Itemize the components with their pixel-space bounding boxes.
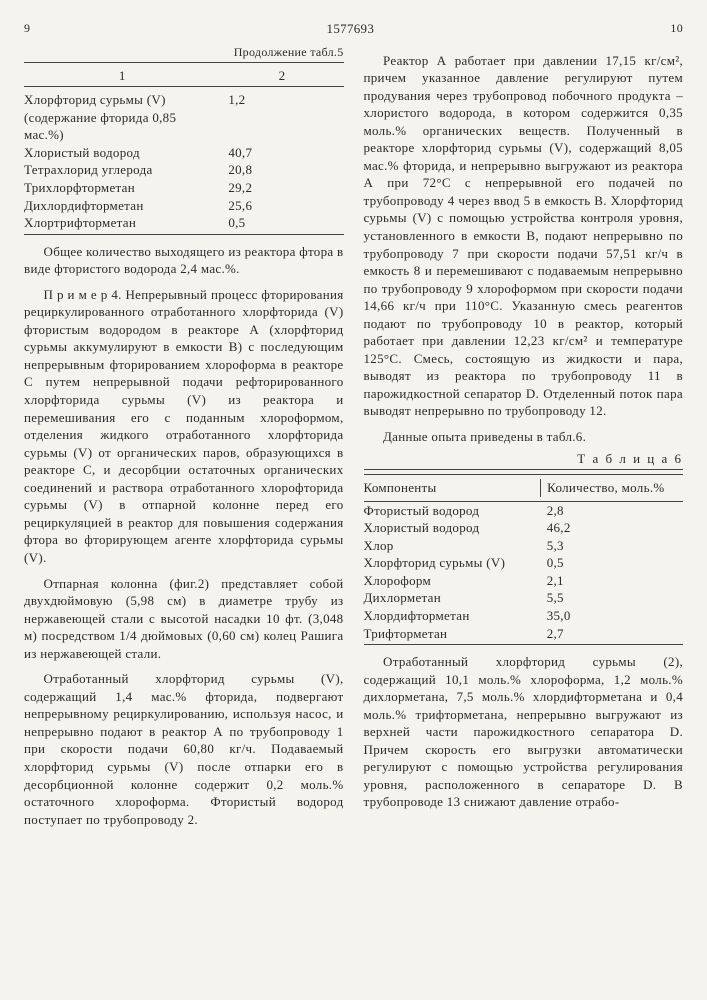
table5-colnums: 1 2 xyxy=(24,67,344,85)
cell-label: Трихлорфторметан xyxy=(24,179,208,197)
cell-label: Хлортрифторметан xyxy=(24,214,208,232)
cell-value: 2,8 xyxy=(541,502,683,520)
cell-value: 5,3 xyxy=(541,537,683,555)
table-row: Хлорфторид сурьмы (V) (содержание фторид… xyxy=(24,91,344,144)
table6-head-1: Компоненты xyxy=(364,479,541,497)
left-para-4: Отработанный хлорфторид сурьмы (V), соде… xyxy=(24,670,344,828)
cell-value: 40,7 xyxy=(208,144,343,162)
cell-value: 2,1 xyxy=(541,572,683,590)
cell-label: Тетрахлорид углерода xyxy=(24,161,208,179)
cell-value: 0,5 xyxy=(208,214,343,232)
col-num-1: 1 xyxy=(24,67,221,85)
right-column: Реактор А работает при давлении 17,15 кг… xyxy=(364,44,684,837)
doc-number: 1577693 xyxy=(30,20,670,38)
page-columns: Продолжение табл.5 1 2 Хлорфторид сурьмы… xyxy=(24,44,683,837)
table-rule xyxy=(24,234,344,235)
table6-title: Т а б л и ц а 6 xyxy=(364,450,684,468)
header-row: 9 1577693 10 xyxy=(24,20,683,38)
col-num-2: 2 xyxy=(221,67,344,85)
cell-value: 0,5 xyxy=(541,554,683,572)
cell-value: 25,6 xyxy=(208,197,343,215)
cell-value: 1,2 xyxy=(208,91,343,144)
cell-label: Хлорфторид сурьмы (V) xyxy=(364,554,541,572)
table5-body: Хлорфторид сурьмы (V) (содержание фторид… xyxy=(24,91,344,231)
table-row: Хлор5,3 xyxy=(364,537,684,555)
table6-head-2: Количество, моль.% xyxy=(540,479,683,497)
table-row: Хлористый водород 40,7 xyxy=(24,144,344,162)
cell-value: 5,5 xyxy=(541,589,683,607)
table-row: Трихлорфторметан 29,2 xyxy=(24,179,344,197)
table-row: Дихлордифторметан 25,6 xyxy=(24,197,344,215)
cell-value: 2,7 xyxy=(541,625,683,643)
table-row: Хлорфторид сурьмы (V)0,5 xyxy=(364,554,684,572)
cell-label: Хлористый водород xyxy=(364,519,541,537)
table-rule xyxy=(364,469,684,470)
table-row: Хлористый водород46,2 xyxy=(364,519,684,537)
table6-body: Фтористый водород2,8 Хлористый водород46… xyxy=(364,502,684,642)
table-row: Фтористый водород2,8 xyxy=(364,502,684,520)
table-rule xyxy=(24,62,344,63)
table-row: Хлортрифторметан 0,5 xyxy=(24,214,344,232)
cell-value: 35,0 xyxy=(541,607,683,625)
left-para-2: П р и м е р 4. Непрерывный процесс фтори… xyxy=(24,286,344,567)
cell-label: Хлористый водород xyxy=(24,144,208,162)
left-para-1: Общее количество выходящего из реактора … xyxy=(24,243,344,278)
table-row: Дихлорметан5,5 xyxy=(364,589,684,607)
left-column: Продолжение табл.5 1 2 Хлорфторид сурьмы… xyxy=(24,44,344,837)
cell-value: 20,8 xyxy=(208,161,343,179)
cell-value: 29,2 xyxy=(208,179,343,197)
table-row: Хлордифторметан35,0 xyxy=(364,607,684,625)
table-row: Тетрахлорид углерода 20,8 xyxy=(24,161,344,179)
right-para-3: Отработанный хлорфторид сурьмы (2), соде… xyxy=(364,653,684,811)
cell-label: Трифторметан xyxy=(364,625,541,643)
cell-label: Хлор xyxy=(364,537,541,555)
cell-label: Хлорфторид сурьмы (V) (содержание фторид… xyxy=(24,91,208,144)
table-row: Хлороформ2,1 xyxy=(364,572,684,590)
right-para-1: Реактор А работает при давлении 17,15 кг… xyxy=(364,52,684,420)
page-num-right: 10 xyxy=(670,20,683,38)
cell-label: Хлордифторметан xyxy=(364,607,541,625)
table-row: Трифторметан2,7 xyxy=(364,625,684,643)
table6-header: Компоненты Количество, моль.% xyxy=(364,474,684,502)
cell-label: Фтористый водород xyxy=(364,502,541,520)
left-para-3: Отпарная колонна (фиг.2) представляет со… xyxy=(24,575,344,663)
cell-label: Дихлорметан xyxy=(364,589,541,607)
cell-value: 46,2 xyxy=(541,519,683,537)
cell-label: Дихлордифторметан xyxy=(24,197,208,215)
table-rule xyxy=(364,644,684,645)
right-para-2: Данные опыта приведены в табл.6. xyxy=(364,428,684,446)
cell-label: Хлороформ xyxy=(364,572,541,590)
table5-continuation: Продолжение табл.5 xyxy=(24,44,344,60)
table-rule xyxy=(24,86,344,87)
